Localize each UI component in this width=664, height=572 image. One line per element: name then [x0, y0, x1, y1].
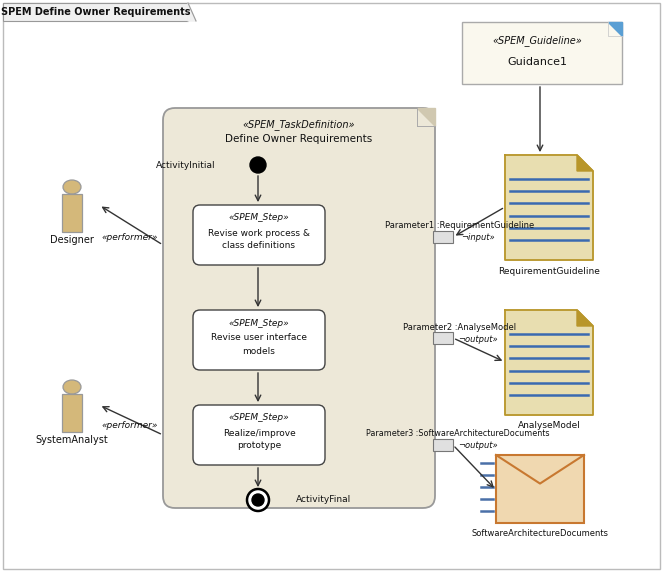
Text: Realize/improve: Realize/improve: [222, 428, 295, 438]
Bar: [62, 194, 82, 232]
Polygon shape: [577, 310, 593, 326]
Circle shape: [247, 489, 269, 511]
Text: «SPEM_Step»: «SPEM_Step»: [228, 414, 290, 423]
Text: Revise work process &: Revise work process &: [208, 228, 310, 237]
FancyBboxPatch shape: [163, 108, 435, 508]
Text: «performer»: «performer»: [102, 422, 158, 431]
Text: ¬input»: ¬input»: [461, 232, 495, 241]
Text: Revise user interface: Revise user interface: [211, 333, 307, 343]
FancyBboxPatch shape: [193, 310, 325, 370]
Text: ¬output»: ¬output»: [458, 336, 498, 344]
Text: Parameter3 :SoftwareArchitectureDocuments: Parameter3 :SoftwareArchitectureDocument…: [367, 430, 550, 439]
Polygon shape: [577, 155, 593, 171]
Text: «SPEM_Guideline»: «SPEM_Guideline»: [492, 35, 582, 46]
Polygon shape: [505, 155, 593, 260]
Text: AnalyseModel: AnalyseModel: [517, 422, 580, 431]
Text: Guidance1: Guidance1: [507, 57, 567, 67]
Text: ActivityInitial: ActivityInitial: [157, 161, 216, 169]
Polygon shape: [188, 3, 196, 21]
Polygon shape: [505, 310, 593, 415]
Text: RequirementGuideline: RequirementGuideline: [498, 267, 600, 276]
Circle shape: [252, 494, 264, 506]
Text: SoftwareArchitectureDocuments: SoftwareArchitectureDocuments: [471, 530, 608, 538]
Text: Parameter2 :AnalyseModel: Parameter2 :AnalyseModel: [404, 324, 517, 332]
Text: SPEM Define Owner Requirements: SPEM Define Owner Requirements: [1, 7, 191, 17]
Text: models: models: [242, 347, 276, 356]
Bar: [3, 3, 188, 21]
Polygon shape: [417, 108, 435, 126]
Bar: [433, 439, 453, 451]
Bar: [496, 455, 584, 523]
Circle shape: [250, 157, 266, 173]
Text: ¬output»: ¬output»: [458, 442, 498, 451]
Bar: [62, 394, 82, 432]
Polygon shape: [608, 22, 622, 36]
Ellipse shape: [63, 380, 81, 394]
Text: «SPEM_TaskDefinition»: «SPEM_TaskDefinition»: [243, 120, 355, 130]
Text: class definitions: class definitions: [222, 241, 295, 251]
Text: Define Owner Requirements: Define Owner Requirements: [225, 134, 373, 144]
Text: «performer»: «performer»: [102, 232, 158, 241]
Bar: [462, 22, 622, 84]
Ellipse shape: [63, 180, 81, 194]
Text: «SPEM_Step»: «SPEM_Step»: [228, 213, 290, 223]
Bar: [433, 332, 453, 344]
Text: «SPEM_Step»: «SPEM_Step»: [228, 319, 290, 328]
Text: Designer: Designer: [50, 235, 94, 245]
Bar: [433, 231, 453, 243]
Text: prototype: prototype: [237, 442, 281, 451]
Text: Parameter1 :RequirementGuideline: Parameter1 :RequirementGuideline: [385, 221, 535, 231]
FancyBboxPatch shape: [193, 205, 325, 265]
Text: SystemAnalyst: SystemAnalyst: [36, 435, 108, 445]
FancyBboxPatch shape: [193, 405, 325, 465]
Text: ActivityFinal: ActivityFinal: [296, 495, 351, 505]
